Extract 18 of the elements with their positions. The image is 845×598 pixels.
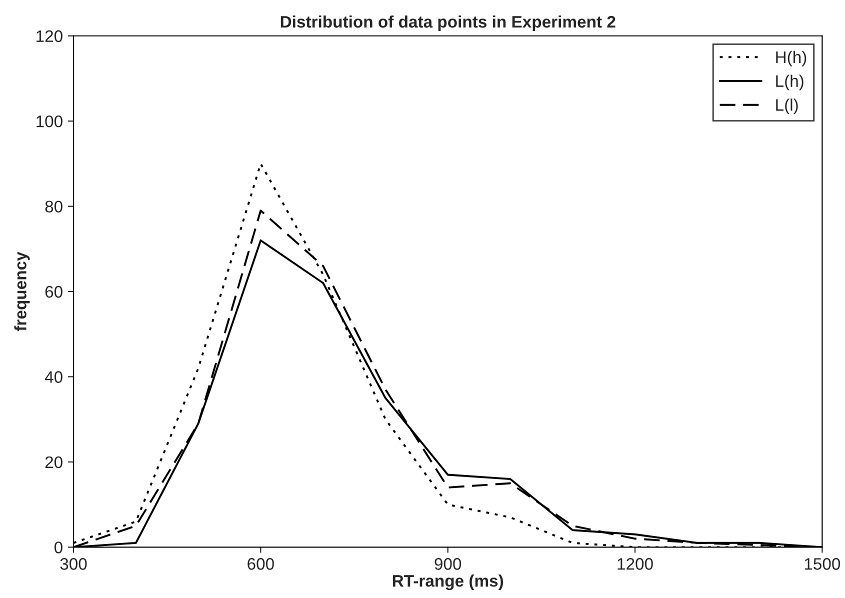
x-tick-label: 600 bbox=[248, 558, 274, 570]
legend-label: L(h) bbox=[776, 74, 804, 90]
y-tick-label: 40 bbox=[44, 371, 62, 383]
y-tick-label: 20 bbox=[45, 456, 62, 468]
y-axis-title: frequency bbox=[14, 252, 30, 332]
x-tick-label: 1200 bbox=[618, 558, 653, 570]
chart-title: Distribution of data points in Experiment 2 bbox=[280, 15, 616, 32]
y-tick-label: 100 bbox=[36, 115, 62, 128]
legend-label: L(l) bbox=[776, 98, 798, 114]
y-tick-label: 60 bbox=[45, 286, 62, 298]
x-tick-label: 1500 bbox=[804, 558, 840, 570]
legend-label: H(h) bbox=[776, 50, 806, 66]
x-tick-label: 900 bbox=[434, 558, 462, 570]
x-axis-title: RT-range (ms) bbox=[392, 574, 504, 590]
y-tick-label: 80 bbox=[45, 200, 62, 213]
y-tick-label: 120 bbox=[36, 30, 62, 42]
x-tick-label: 300 bbox=[60, 558, 87, 570]
y-tick-label: 0 bbox=[54, 542, 62, 554]
